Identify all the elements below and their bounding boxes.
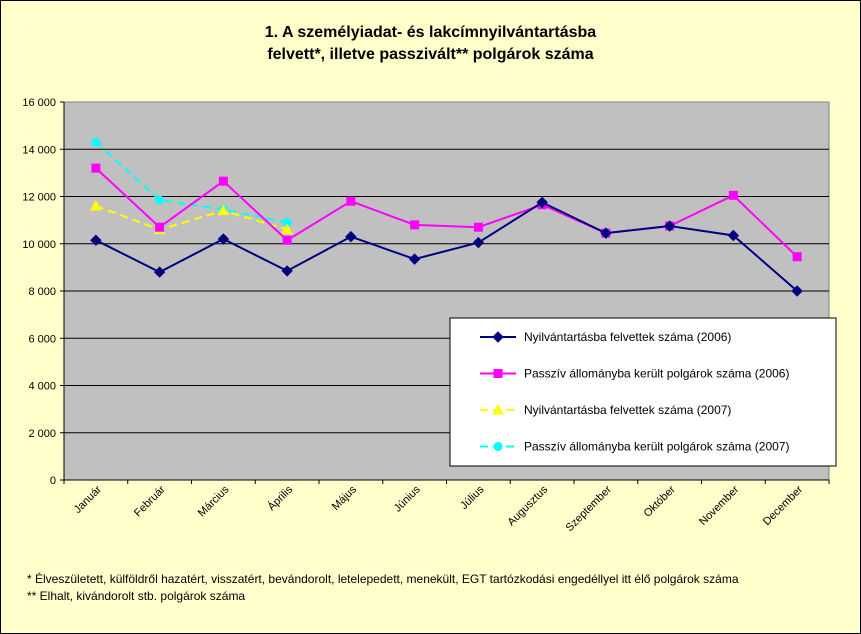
data-point-s3 xyxy=(281,223,293,235)
x-tick-label: Február xyxy=(132,483,168,519)
chart-title-line-1: 1. A személyiadat- és lakcímnyilvántartá… xyxy=(264,24,597,41)
x-tick-label: Április xyxy=(265,483,296,514)
data-point-s1 xyxy=(600,227,612,239)
data-point-s1 xyxy=(345,230,357,243)
x-tick-label: Szeptember xyxy=(564,483,615,534)
legend-marker xyxy=(492,403,504,415)
y-tick-label: 10 000 xyxy=(22,239,56,251)
x-tick-label: Május xyxy=(330,483,360,513)
data-point-s2 xyxy=(91,163,101,173)
x-tick-label: Június xyxy=(392,483,423,514)
data-point-s2 xyxy=(218,176,228,186)
data-point-s3 xyxy=(90,199,102,211)
legend-marker xyxy=(492,331,504,343)
data-point-s1 xyxy=(90,234,102,246)
x-tick-label: Július xyxy=(458,483,487,512)
y-tick-label: 8 000 xyxy=(28,286,56,298)
series-line-1 xyxy=(95,201,798,292)
x-tick-label: Augusztus xyxy=(505,483,550,528)
y-tick-label: 4 000 xyxy=(28,381,56,393)
x-tick-label: December xyxy=(761,483,806,528)
data-point-s2 xyxy=(473,222,483,232)
data-point-s2 xyxy=(792,252,802,262)
legend-label: Nyilvántartásba felvettek száma (2007) xyxy=(524,403,731,417)
data-point-s2 xyxy=(155,222,165,232)
legend-label: Passzív állományba került polgárok száma… xyxy=(524,440,789,454)
y-tick-label: 16 000 xyxy=(22,97,56,109)
y-tick-label: 2 000 xyxy=(28,428,56,440)
x-tick-label: November xyxy=(697,483,742,528)
data-point-s1 xyxy=(727,229,740,242)
data-point-s1 xyxy=(663,220,676,232)
data-point-s4 xyxy=(91,137,101,147)
data-point-s1 xyxy=(472,236,485,249)
data-point-s2 xyxy=(282,235,292,245)
data-point-s2 xyxy=(410,220,420,230)
data-point-s1 xyxy=(281,265,293,277)
footnote-1: * Élveszületett, külföldről hazatért, vi… xyxy=(27,572,739,586)
legend-marker xyxy=(493,442,503,451)
legend-label: Nyilvántartásba felvettek száma (2006) xyxy=(524,330,731,344)
y-tick-label: 6 000 xyxy=(28,333,56,345)
x-tick-label: Január xyxy=(72,483,105,516)
data-point-s1 xyxy=(791,285,803,297)
series-line-3 xyxy=(95,205,288,231)
data-point-s1 xyxy=(217,233,230,245)
data-point-s3 xyxy=(217,204,230,216)
x-tick-label: Március xyxy=(196,483,232,519)
legend-label: Passzív állományba került polgárok száma… xyxy=(524,367,789,381)
data-point-s1 xyxy=(408,253,421,265)
legend xyxy=(449,317,837,467)
x-tick-label: Október xyxy=(642,483,678,519)
data-point-s1 xyxy=(153,266,166,278)
chart-title-line-2: felvett*, illetve passzivált** polgárok … xyxy=(267,46,594,63)
y-tick-label: 12 000 xyxy=(22,192,56,204)
y-tick-label: 0 xyxy=(50,475,56,487)
data-point-s1 xyxy=(536,196,548,209)
data-point-s2 xyxy=(346,196,356,206)
series-line-2 xyxy=(95,167,798,258)
data-point-s2 xyxy=(728,190,738,200)
data-point-s4 xyxy=(155,195,165,205)
legend-marker xyxy=(493,369,503,378)
footnote-2: ** Elhalt, kivándorolt stb. polgárok szá… xyxy=(27,589,246,603)
y-tick-label: 14 000 xyxy=(22,144,56,156)
